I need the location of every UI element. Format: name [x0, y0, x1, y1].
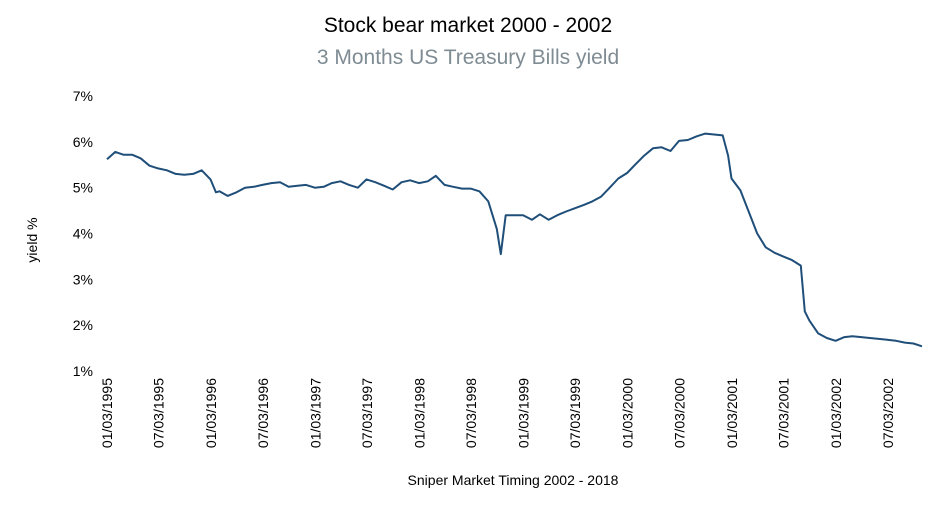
y-tick-label: 4% — [73, 226, 93, 242]
x-tick-label: 01/03/2001 — [724, 378, 740, 448]
x-tick-label: 07/03/1995 — [151, 378, 167, 448]
x-ticks: 01/03/1995 07/03/1995 01/03/1996 07/03/1996… — [99, 378, 896, 448]
x-tick-label: 07/03/1998 — [463, 378, 479, 448]
x-tick-label: 07/03/2000 — [672, 378, 688, 448]
x-tick-label: 01/03/2000 — [620, 378, 636, 448]
y-ticks: 1% 2% 3% 4% 5% 6% 7% — [73, 88, 93, 379]
series-line — [106, 132, 923, 348]
x-tick-label: 01/03/1996 — [203, 378, 219, 448]
y-axis-label: yield % — [24, 217, 40, 262]
chart-subtitle: 3 Months US Treasury Bills yield — [317, 46, 619, 69]
x-tick-label: 01/03/1995 — [99, 378, 115, 448]
x-tick-label: 07/03/2001 — [776, 378, 792, 448]
y-tick-label: 2% — [73, 317, 93, 333]
y-tick-label: 5% — [73, 180, 93, 196]
x-tick-label: 07/03/2002 — [880, 378, 896, 448]
y-tick-label: 7% — [73, 88, 93, 104]
chart-title: Stock bear market 2000 - 2002 — [324, 14, 612, 37]
x-tick-label: 01/03/1998 — [412, 378, 428, 448]
x-tick-label: 07/03/1999 — [567, 378, 583, 448]
x-tick-label: 01/03/2002 — [828, 378, 844, 448]
x-tick-label: 01/03/1997 — [307, 378, 323, 448]
chart-footer: Sniper Market Timing 2002 - 2018 — [408, 472, 619, 488]
y-tick-label: 1% — [73, 363, 93, 379]
y-tick-label: 3% — [73, 271, 93, 287]
x-tick-label: 07/03/1997 — [359, 378, 375, 448]
x-tick-label: 07/03/1996 — [255, 378, 271, 448]
y-tick-label: 6% — [73, 134, 93, 150]
x-tick-label: 01/03/1999 — [516, 378, 532, 448]
